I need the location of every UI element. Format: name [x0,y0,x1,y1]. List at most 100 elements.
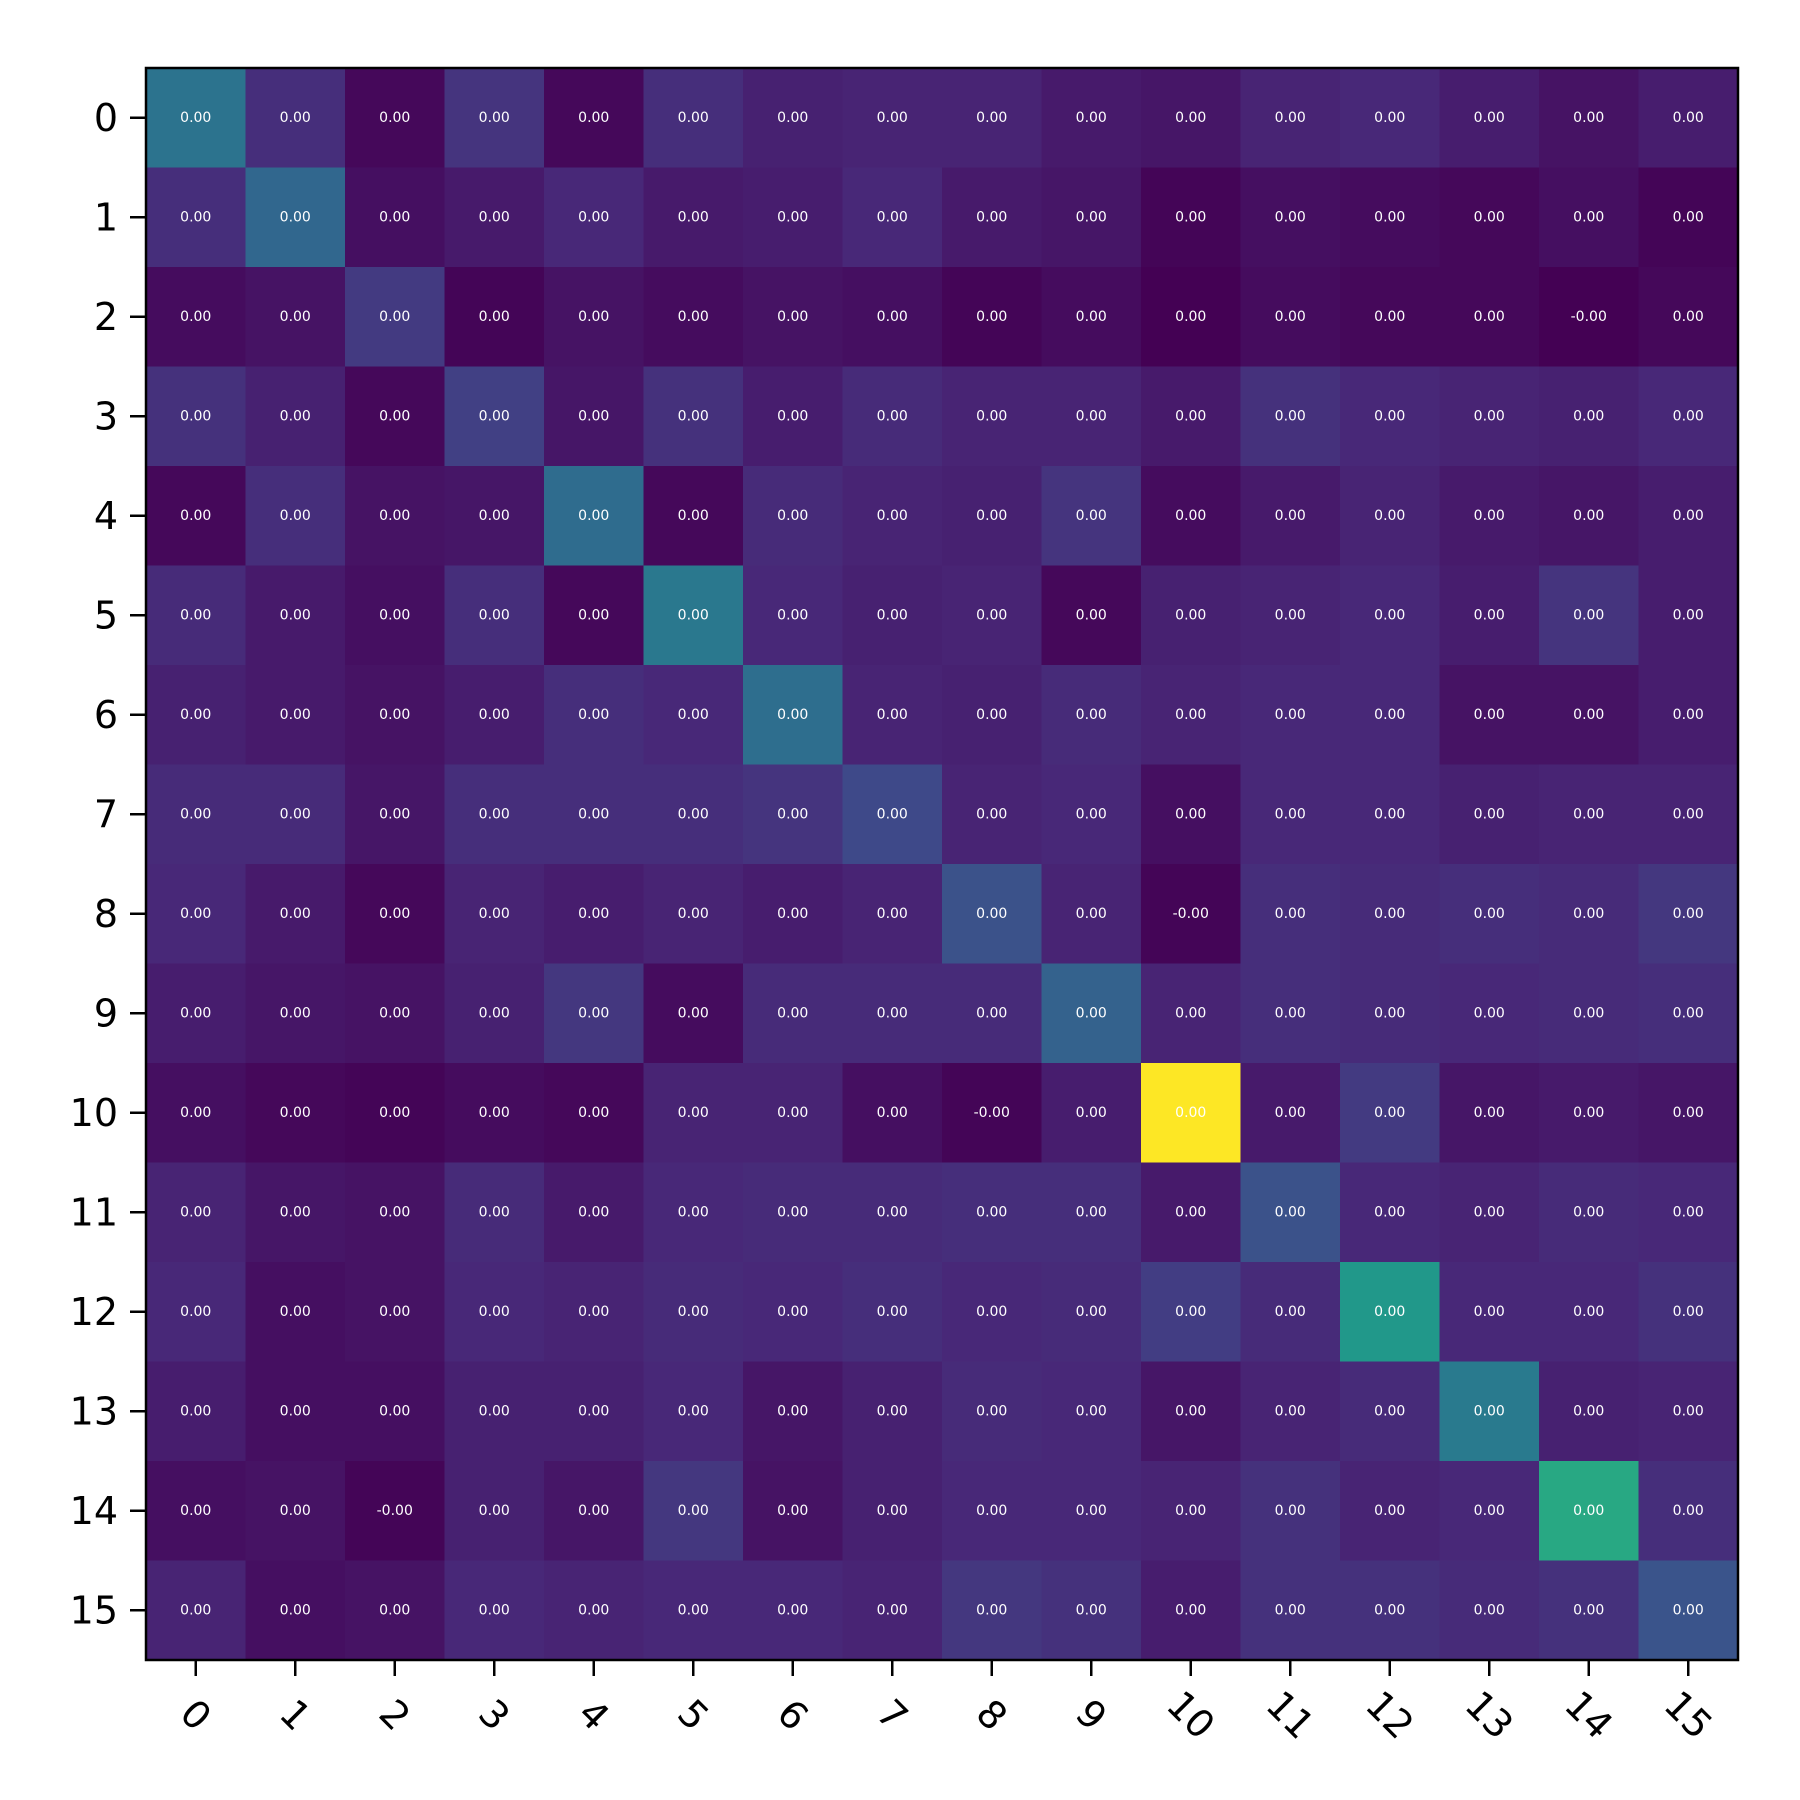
cell-value-label: 0.00 [1474,906,1505,922]
heatmap-cell-r6-c0 [146,665,247,766]
cell-value-label: 0.00 [479,707,510,723]
cell-value-label: 0.00 [1175,309,1206,325]
heatmap-cell-r7-c13 [1439,764,1540,865]
heatmap-cell-r7-c15 [1638,764,1739,865]
cell-value-label: 0.00 [1673,906,1704,922]
heatmap-cell-r2-c12 [1340,267,1441,368]
heatmap-cell-r11-c2 [345,1162,446,1263]
cell-value-label: 0.00 [1474,508,1505,524]
cell-value-label: 0.00 [1076,110,1107,126]
cell-value-label: 0.00 [379,707,410,723]
cell-value-label: 0.00 [180,906,211,922]
cell-value-label: 0.00 [180,806,211,822]
heatmap-cell-r13-c13 [1439,1361,1540,1462]
heatmap-cells [146,68,1739,1661]
cell-value-label: 0.00 [1573,110,1604,126]
heatmap-cell-r4-c0 [146,466,247,567]
cell-value-label: 0.00 [280,1403,311,1419]
heatmap-cell-r10-c5 [643,1063,744,1164]
heatmap-cell-r6-c9 [1041,665,1142,766]
heatmap-cell-r15-c9 [1041,1560,1142,1661]
cell-value-label: 0.00 [976,1304,1007,1320]
cell-value-label: 0.00 [1573,408,1604,424]
cell-value-label: 0.00 [479,309,510,325]
cell-value-label: 0.00 [1474,1304,1505,1320]
heatmap-cell-r0-c4 [544,68,645,169]
heatmap-cell-r13-c2 [345,1361,446,1462]
cell-value-label: 0.00 [180,607,211,623]
heatmap-cell-r9-c0 [146,963,247,1064]
cell-value-label: 0.00 [578,1105,609,1121]
cell-value-label: 0.00 [1175,707,1206,723]
heatmap-cell-r0-c6 [743,68,844,169]
cell-value-label: 0.00 [280,508,311,524]
heatmap-cell-r6-c15 [1638,665,1739,766]
heatmap-cell-r10-c2 [345,1063,446,1164]
cell-value-label: 0.00 [777,1602,808,1618]
heatmap-cell-r7-c14 [1539,764,1640,865]
heatmap-cell-r3-c1 [245,366,346,467]
cell-value-label: 0.00 [678,806,709,822]
cell-value-label: 0.00 [1076,1403,1107,1419]
cell-value-label: 0.00 [1374,508,1405,524]
cell-value-label: 0.00 [1374,707,1405,723]
cell-value-label: 0.00 [1076,1105,1107,1121]
cell-value-label: 0.00 [578,408,609,424]
cell-value-label: 0.00 [1076,1503,1107,1519]
heatmap-cell-r4-c7 [842,466,943,567]
heatmap-cell-r8-c3 [444,864,545,965]
y-tick-label: 7 [94,792,118,836]
heatmap-cell-r2-c0 [146,267,247,368]
cell-value-label: 0.00 [1275,209,1306,225]
cell-value-label: 0.00 [877,906,908,922]
y-tick-label: 15 [70,1588,118,1632]
cell-value-label: 0.00 [1573,1602,1604,1618]
cell-value-label: 0.00 [877,1403,908,1419]
cell-value-label: 0.00 [1374,110,1405,126]
heatmap-cell-r8-c8 [942,864,1043,965]
cell-value-label: 0.00 [180,408,211,424]
heatmap-cell-r9-c7 [842,963,943,1064]
heatmap-cell-r2-c10 [1141,267,1242,368]
heatmap-cell-r5-c6 [743,565,844,666]
cell-value-label: 0.00 [280,1105,311,1121]
cell-value-label: 0.00 [1673,1602,1704,1618]
heatmap-cell-r7-c0 [146,764,247,865]
y-tick-label: 2 [94,295,118,339]
cell-value-label: 0.00 [777,906,808,922]
cell-value-label: 0.00 [1573,1503,1604,1519]
cell-value-label: 0.00 [877,806,908,822]
cell-value-label: 0.00 [479,1105,510,1121]
heatmap-cell-r0-c14 [1539,68,1640,169]
heatmap-cell-r2-c11 [1240,267,1341,368]
heatmap-cell-r12-c12 [1340,1262,1441,1363]
heatmap-cell-r4-c13 [1439,466,1540,567]
cell-value-label: 0.00 [479,906,510,922]
cell-value-label: 0.00 [678,1602,709,1618]
heatmap-cell-r4-c10 [1141,466,1242,567]
cell-value-label: 0.00 [976,1005,1007,1021]
heatmap-cell-r8-c9 [1041,864,1142,965]
cell-value-label: 0.00 [1673,1503,1704,1519]
cell-value-label: 0.00 [180,1403,211,1419]
heatmap-cell-r7-c5 [643,764,744,865]
cell-value-label: 0.00 [1673,508,1704,524]
heatmap-cell-r13-c10 [1141,1361,1242,1462]
y-tick-label: 5 [94,593,118,637]
cell-value-label: 0.00 [1076,309,1107,325]
heatmap-cell-r1-c12 [1340,167,1441,268]
cell-value-label: 0.00 [1076,1304,1107,1320]
heatmap-cell-r14-c0 [146,1461,247,1562]
cell-value-label: -0.00 [1571,309,1607,325]
cell-value-label: 0.00 [1573,1204,1604,1220]
cell-value-label: 0.00 [479,1503,510,1519]
cell-value-label: 0.00 [1374,1403,1405,1419]
cell-value-label: 0.00 [479,408,510,424]
heatmap-cell-r11-c6 [743,1162,844,1263]
heatmap-cell-r0-c11 [1240,68,1341,169]
heatmap-cell-r1-c10 [1141,167,1242,268]
cell-value-label: 0.00 [1175,110,1206,126]
cell-value-label: 0.00 [877,408,908,424]
heatmap-cell-r5-c4 [544,565,645,666]
